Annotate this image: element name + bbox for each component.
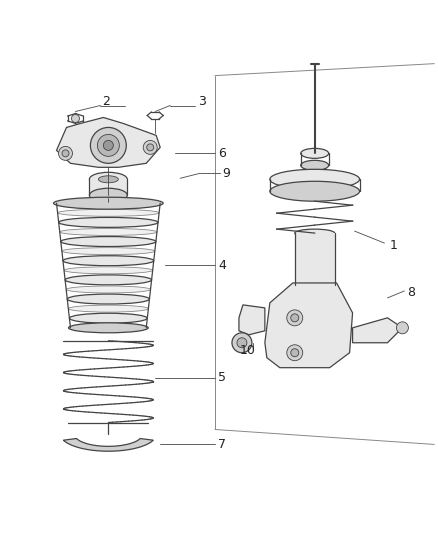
Text: 5: 5 xyxy=(218,371,226,384)
Ellipse shape xyxy=(68,305,148,312)
Bar xyxy=(295,233,335,285)
Ellipse shape xyxy=(270,169,360,189)
Polygon shape xyxy=(57,117,160,167)
Ellipse shape xyxy=(295,229,335,237)
Ellipse shape xyxy=(62,248,155,255)
Text: 8: 8 xyxy=(407,286,415,300)
Ellipse shape xyxy=(99,176,118,183)
Circle shape xyxy=(291,314,299,322)
Circle shape xyxy=(143,140,157,155)
Ellipse shape xyxy=(63,256,154,265)
Circle shape xyxy=(237,338,247,348)
Ellipse shape xyxy=(61,237,156,247)
Ellipse shape xyxy=(301,148,328,158)
Circle shape xyxy=(291,349,299,357)
Ellipse shape xyxy=(71,324,146,332)
Ellipse shape xyxy=(270,181,360,201)
Polygon shape xyxy=(64,439,153,451)
Ellipse shape xyxy=(301,160,328,171)
Ellipse shape xyxy=(59,217,158,228)
Circle shape xyxy=(97,134,119,156)
Ellipse shape xyxy=(68,323,148,333)
Polygon shape xyxy=(239,305,265,335)
Ellipse shape xyxy=(64,267,153,274)
Polygon shape xyxy=(353,318,403,343)
Circle shape xyxy=(90,127,126,163)
Bar xyxy=(89,179,127,195)
Text: 3: 3 xyxy=(198,95,206,108)
Circle shape xyxy=(232,333,252,353)
Ellipse shape xyxy=(65,275,152,285)
Circle shape xyxy=(147,144,154,151)
Circle shape xyxy=(287,310,303,326)
Ellipse shape xyxy=(89,188,127,202)
Circle shape xyxy=(71,115,79,123)
Ellipse shape xyxy=(89,172,127,186)
Circle shape xyxy=(59,147,72,160)
Ellipse shape xyxy=(60,229,157,236)
Ellipse shape xyxy=(57,209,159,216)
Text: 9: 9 xyxy=(222,167,230,180)
Text: 7: 7 xyxy=(218,438,226,451)
Text: 4: 4 xyxy=(218,259,226,271)
Text: 2: 2 xyxy=(102,95,110,108)
Text: 6: 6 xyxy=(218,147,226,160)
Ellipse shape xyxy=(66,286,151,293)
Circle shape xyxy=(287,345,303,361)
Text: 10: 10 xyxy=(240,344,256,357)
Ellipse shape xyxy=(69,313,147,323)
Ellipse shape xyxy=(57,198,160,208)
Ellipse shape xyxy=(67,294,149,304)
Text: 1: 1 xyxy=(389,239,397,252)
Circle shape xyxy=(62,150,69,157)
Ellipse shape xyxy=(53,197,163,209)
Circle shape xyxy=(396,322,408,334)
Circle shape xyxy=(103,140,113,150)
Polygon shape xyxy=(265,283,353,368)
